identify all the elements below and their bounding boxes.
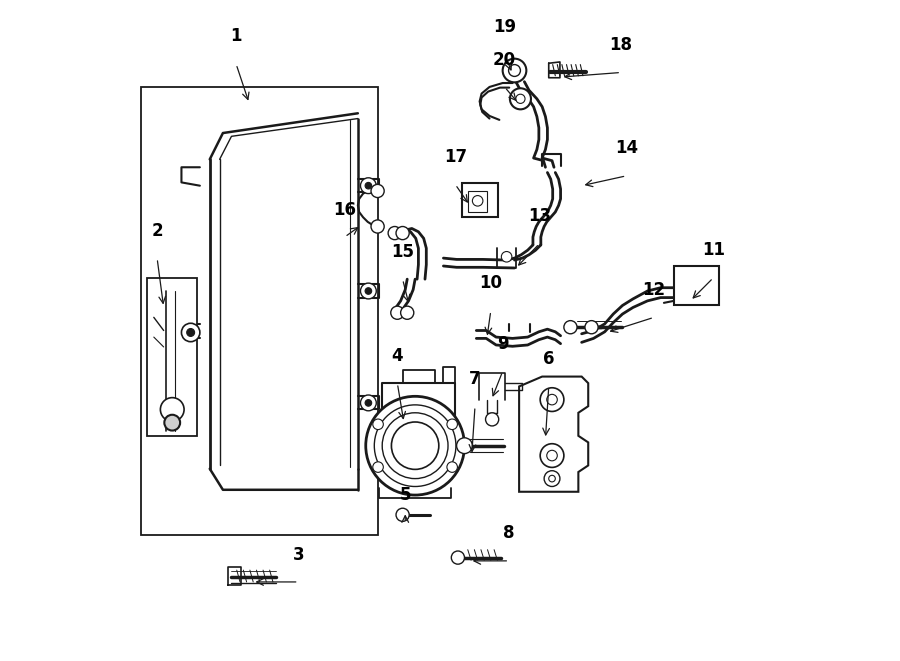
Circle shape [160,398,184,421]
Text: 8: 8 [503,524,515,543]
Circle shape [540,388,564,411]
Circle shape [508,65,520,77]
Circle shape [371,184,384,198]
Bar [468,191,487,212]
Circle shape [186,329,194,336]
Text: 6: 6 [543,350,554,368]
Text: 10: 10 [480,274,502,292]
Text: 5: 5 [400,486,411,504]
Text: 20: 20 [493,50,517,69]
Text: 9: 9 [497,335,508,353]
Circle shape [365,288,372,294]
Circle shape [361,283,376,299]
Circle shape [392,422,439,469]
Text: 19: 19 [493,18,517,36]
Circle shape [400,306,414,319]
Circle shape [388,227,401,240]
Circle shape [165,414,180,430]
Text: 7: 7 [469,369,481,388]
Circle shape [544,471,560,486]
Text: 13: 13 [528,207,551,225]
Circle shape [373,419,383,430]
Text: 17: 17 [444,148,467,166]
Text: 14: 14 [615,139,638,157]
Circle shape [365,182,372,189]
Text: 3: 3 [292,545,304,564]
Circle shape [361,395,376,410]
Bar [674,266,718,305]
Bar [140,87,378,535]
Circle shape [382,412,448,479]
Circle shape [510,89,531,109]
Text: 16: 16 [333,200,356,219]
Circle shape [485,412,499,426]
Polygon shape [519,377,589,492]
Bar [462,183,498,217]
Text: 12: 12 [643,281,666,299]
Text: 1: 1 [230,28,242,46]
Text: 4: 4 [392,347,403,365]
Circle shape [503,59,526,83]
Circle shape [549,475,555,482]
Circle shape [374,405,456,486]
Circle shape [396,227,410,240]
Circle shape [365,400,372,407]
Circle shape [501,252,512,262]
Circle shape [396,508,410,522]
Circle shape [456,438,472,453]
Text: 18: 18 [609,36,633,54]
Circle shape [391,306,404,319]
Circle shape [516,95,525,103]
Text: 15: 15 [392,243,414,260]
Text: 2: 2 [151,221,163,240]
Circle shape [182,323,200,342]
Circle shape [585,321,598,334]
Circle shape [361,178,376,194]
Circle shape [472,196,483,206]
Circle shape [540,444,564,467]
Circle shape [547,395,557,405]
Circle shape [447,419,457,430]
Circle shape [564,321,577,334]
Circle shape [371,220,384,233]
Circle shape [451,551,464,564]
Circle shape [547,450,557,461]
Circle shape [365,397,464,495]
Bar [148,278,196,436]
Text: 11: 11 [702,241,724,259]
Circle shape [373,462,383,473]
Circle shape [447,462,457,473]
